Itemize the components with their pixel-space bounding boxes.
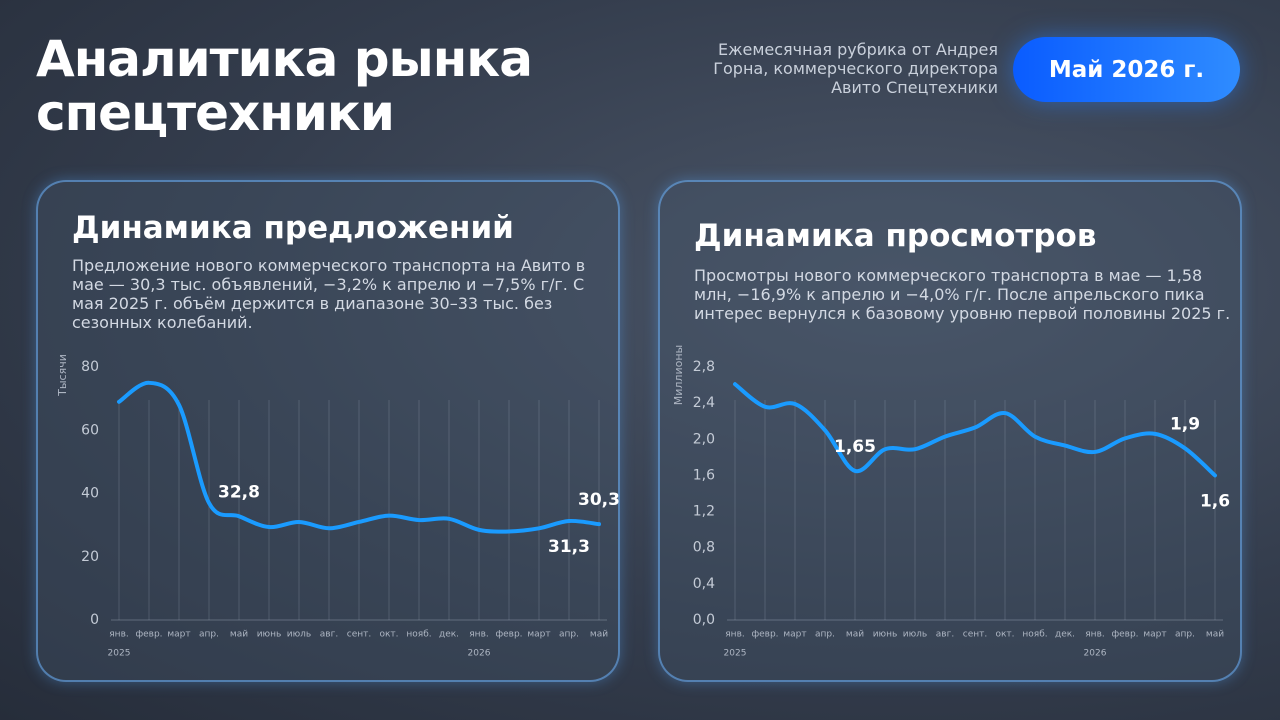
x-tick-label: март (527, 630, 550, 640)
y-tick-label: 60 (81, 422, 99, 438)
x-tick-label: июль (903, 630, 927, 640)
x-tick-label: март (1143, 630, 1166, 640)
date-badge: Май 2026 г. (1013, 37, 1240, 102)
x-tick-label: апр. (199, 630, 219, 640)
x-tick-label: окт. (379, 630, 398, 640)
y-axis-label: Миллионы (672, 345, 685, 405)
x-tick-label: февр. (1111, 630, 1138, 640)
y-tick-label: 1,6 (693, 467, 715, 483)
chart-description: Просмотры нового коммерческого транспорт… (694, 266, 1231, 323)
x-tick-label: июнь (873, 630, 898, 640)
x-tick-label: янв. (469, 630, 488, 640)
y-tick-label: 0,8 (693, 540, 715, 556)
y-tick-label: 0,4 (693, 576, 715, 592)
value-label: 1,9 (1170, 414, 1200, 434)
y-tick-label: 0,0 (693, 612, 715, 628)
value-label: 31,3 (548, 537, 590, 557)
year-label: 2026 (468, 649, 491, 659)
subtitle: Ежемесячная рубрика от Андрея Горна, ком… (713, 40, 998, 97)
series-line (117, 380, 601, 534)
y-tick-label: 0 (90, 612, 99, 628)
x-tick-label: янв. (725, 630, 744, 640)
x-tick-label: окт. (995, 630, 1014, 640)
card (658, 180, 1242, 682)
y-tick-label: 80 (81, 359, 99, 375)
x-tick-label: февр. (135, 630, 162, 640)
x-tick-label: февр. (495, 630, 522, 640)
x-tick-label: май (1206, 630, 1224, 640)
x-tick-label: авг. (936, 630, 954, 640)
y-tick-label: 20 (81, 549, 99, 565)
x-tick-label: апр. (559, 630, 579, 640)
y-tick-label: 2,4 (693, 395, 715, 411)
x-tick-label: дек. (1055, 630, 1075, 640)
x-tick-label: сент. (963, 630, 987, 640)
x-tick-label: нояб. (1022, 630, 1047, 640)
x-tick-label: март (783, 630, 806, 640)
card (36, 180, 620, 682)
value-label: 32,8 (218, 482, 260, 502)
series-line (733, 382, 1217, 478)
y-tick-label: 40 (81, 486, 99, 502)
x-tick-label: янв. (1085, 630, 1104, 640)
year-label: 2025 (108, 649, 131, 659)
x-tick-label: сент. (347, 630, 371, 640)
year-label: 2025 (724, 649, 747, 659)
y-tick-label: 1,2 (693, 504, 715, 520)
value-label: 1,65 (834, 437, 876, 457)
x-tick-label: май (846, 630, 864, 640)
x-tick-label: нояб. (406, 630, 431, 640)
x-tick-label: дек. (439, 630, 459, 640)
y-tick-label: 2,8 (693, 359, 715, 375)
chart-description: Предложение нового коммерческого транспо… (72, 256, 586, 332)
y-tick-label: 2,0 (693, 431, 715, 447)
x-tick-label: июнь (257, 630, 282, 640)
x-tick-label: май (230, 630, 248, 640)
value-label: 1,6 (1200, 491, 1230, 511)
value-label: 30,3 (578, 490, 620, 510)
chart-title: Динамика просмотров (694, 218, 1097, 254)
y-axis-label: Тысячи (56, 354, 69, 397)
x-tick-label: апр. (815, 630, 835, 640)
x-tick-label: авг. (320, 630, 338, 640)
chart-title: Динамика предложений (72, 210, 514, 246)
x-tick-label: февр. (751, 630, 778, 640)
page-title: Аналитика рынка спецтехники (36, 30, 533, 142)
x-tick-label: май (590, 630, 608, 640)
x-tick-label: янв. (109, 630, 128, 640)
year-label: 2026 (1084, 649, 1107, 659)
x-tick-label: апр. (1175, 630, 1195, 640)
x-tick-label: июль (287, 630, 311, 640)
x-tick-label: март (167, 630, 190, 640)
